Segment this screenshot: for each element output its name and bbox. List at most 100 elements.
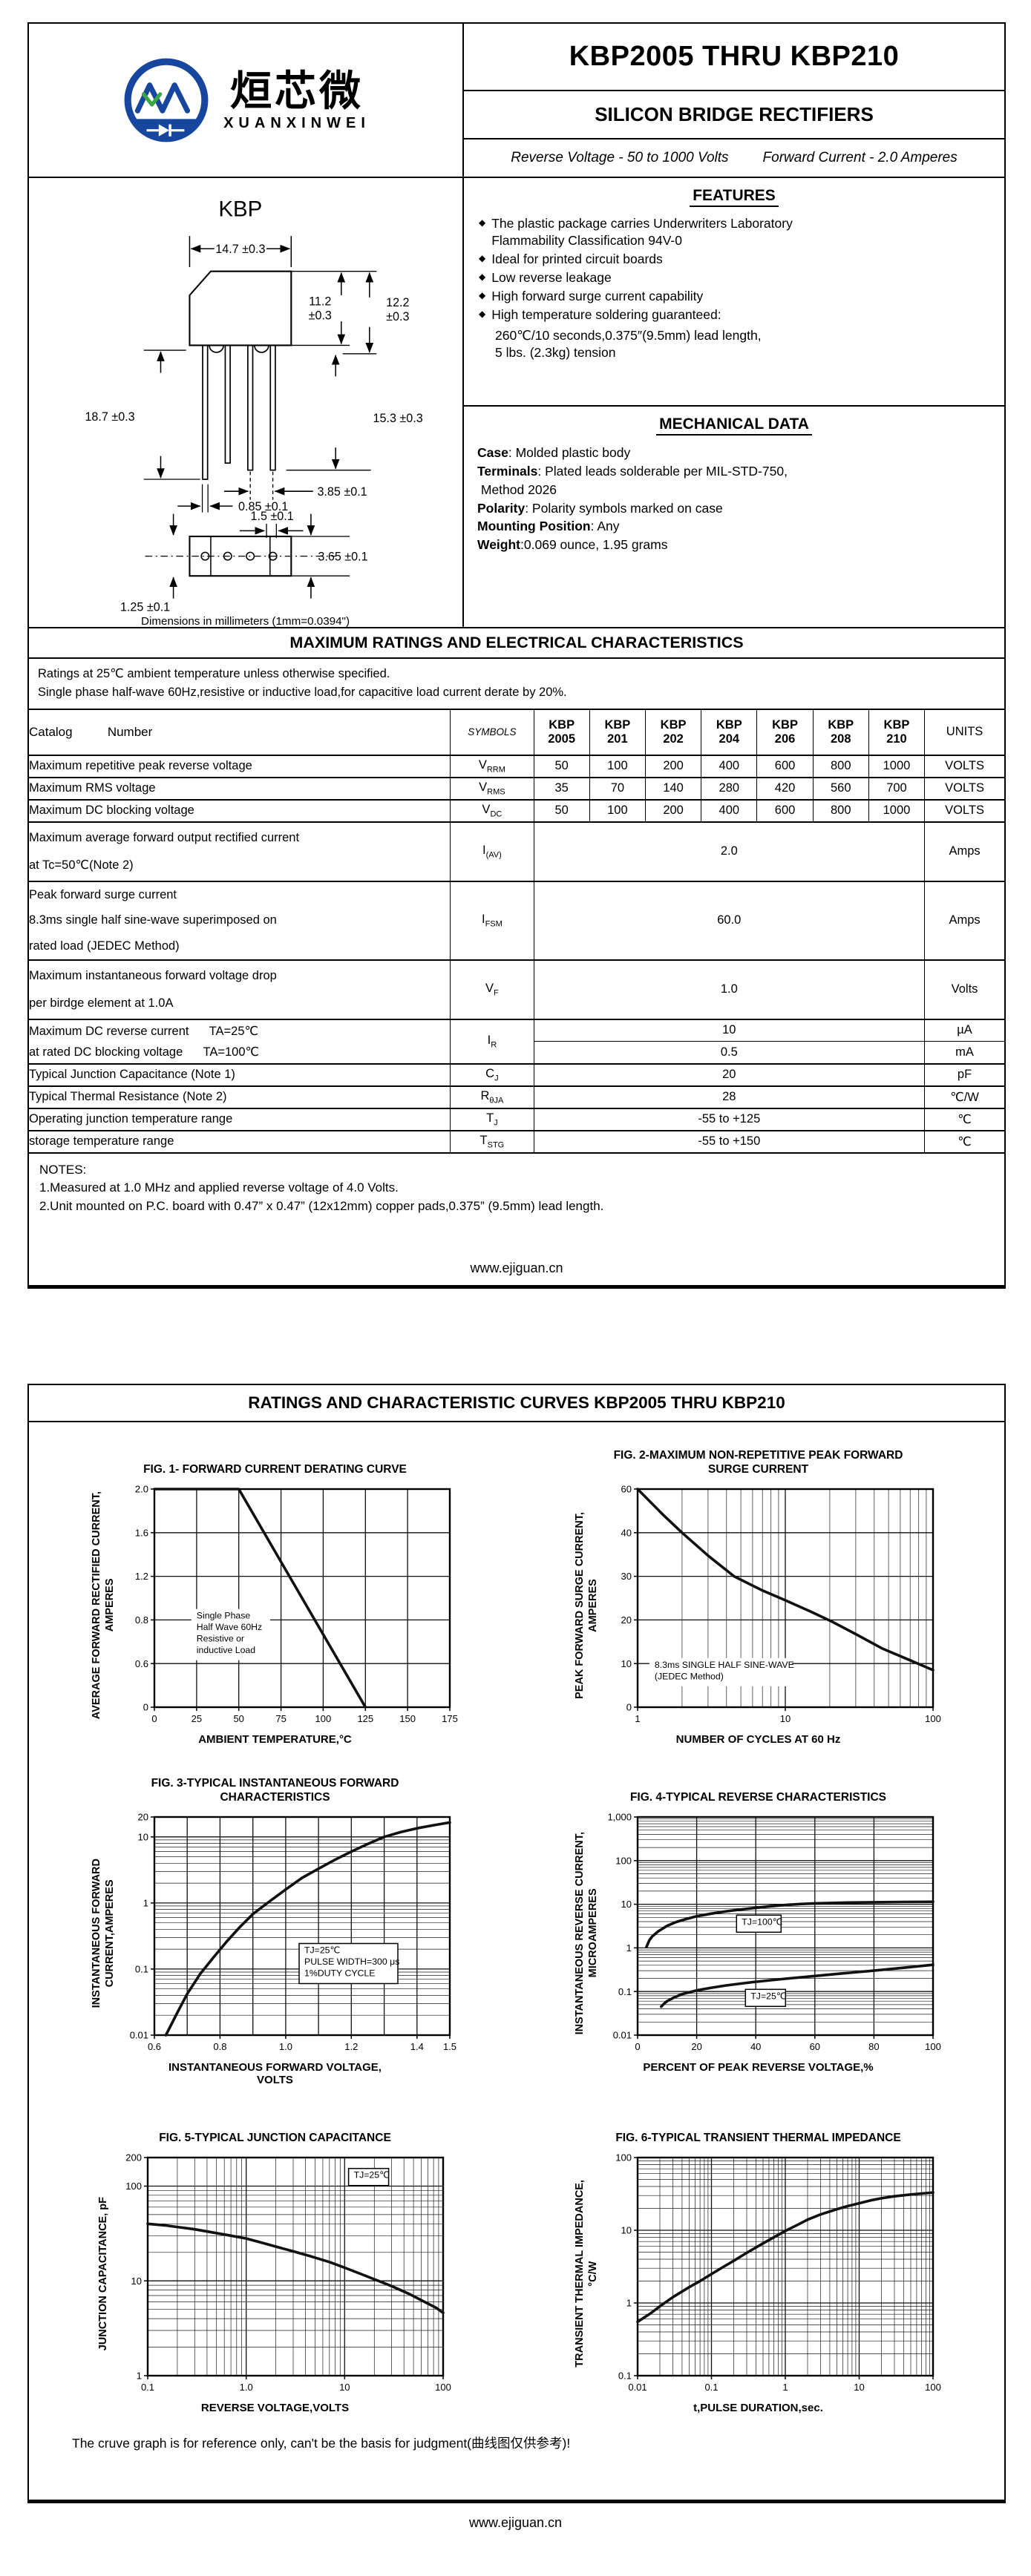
svg-text:10: 10 (779, 1713, 790, 1724)
table-cell: Volts (924, 959, 1004, 1020)
svg-text:100: 100 (925, 2382, 941, 2393)
svg-text:60: 60 (621, 1483, 631, 1494)
page-2: RATINGS AND CHARACTERISTIC CURVES KBP200… (27, 1383, 1006, 2503)
dim-lead-right: 15.3 ±0.3 (373, 412, 423, 425)
svg-text:1.0: 1.0 (239, 2382, 252, 2393)
dim-lead-width: 0.85 ±0.1 (238, 500, 288, 513)
mechanical-row: Polarity: Polarity symbols marked on cas… (477, 500, 723, 516)
svg-text:0: 0 (626, 1701, 631, 1712)
part-column-header: KBP 204 (701, 709, 758, 756)
svg-text:0.01: 0.01 (628, 2382, 647, 2393)
table-cell: TSTG (450, 1129, 534, 1154)
notes: NOTES: 1.Measured at 1.0 MHz and applied … (29, 1154, 1004, 1249)
svg-text:inductive Load: inductive Load (196, 1645, 255, 1655)
table-cell: Typical Junction Capacitance (Note 1) (29, 1062, 451, 1087)
mechanical-title: MECHANICAL DATA (477, 415, 991, 436)
diamond-bullet-icon: ◆ (479, 217, 486, 228)
table-cell: CJ (450, 1062, 534, 1087)
tagline: Reverse Voltage - 50 to 1000 Volts Forwa… (464, 139, 1004, 177)
table-cell: TJ (450, 1107, 534, 1131)
svg-text:1.4: 1.4 (410, 2041, 423, 2052)
svg-text:100: 100 (615, 1855, 632, 1866)
dim-pitch: 3.85 ±0.1 (317, 485, 367, 499)
table-cell: Amps (924, 821, 1004, 882)
note-line: 2.Unit mounted on P.C. board with 0.47” … (39, 1199, 604, 1214)
dim-body-height2: 12.2 (386, 296, 409, 309)
table-cell: ℃ (924, 1107, 1004, 1131)
curve-derating (152, 1487, 367, 1709)
table-cell: IFSM (450, 880, 534, 961)
diamond-bullet-icon: ◆ (479, 309, 486, 320)
svg-text:0: 0 (143, 1701, 148, 1712)
figure-xlabel: t,PULSE DURATION,sec. (693, 2401, 823, 2414)
figure-ylabel: INSTANTANEOUS REVERSE CURRENT, MICROAMPE… (574, 1832, 600, 2035)
datasheet-document: { "page1": { "logo": {"chinese": "烜芯微", … (0, 22, 1031, 2546)
package-caption: Dimensions in millimeters (1mm=0.0394") (141, 615, 350, 627)
figure-xlabel: PERCENT OF PEAK REVERSE VOLTAGE,% (643, 2060, 874, 2074)
svg-text:0.1: 0.1 (135, 1963, 148, 1974)
svg-text:1: 1 (635, 1713, 640, 1724)
table-cell: -55 to +150 (533, 1129, 926, 1154)
table-cell: VDC (450, 798, 534, 823)
figure-xlabel: REVERSE VOLTAGE,VOLTS (200, 2401, 350, 2414)
figure-body: PEAK FORWARD SURGE CURRENT, AMPERES 1 10 1… (573, 1480, 943, 1731)
svg-text:1%DUTY CYCLE: 1%DUTY CYCLE (304, 1968, 375, 1978)
reference-note: The cruve graph is for reference only, c… (72, 2435, 571, 2451)
feature-item: ◆ Ideal for printed circuit boards (477, 251, 991, 268)
feature-item: ◆ High forward surge current capability (477, 288, 991, 305)
mechanical-row: Terminals: Plated leads solderable per M… (477, 463, 788, 479)
table-cell: VRMS (450, 776, 534, 801)
svg-text:0.8: 0.8 (213, 2041, 226, 2052)
table-cell: VF (450, 959, 534, 1020)
footer-url-2: www.ejiguan.cn (468, 2514, 563, 2530)
part-column-header: KBP 208 (812, 709, 869, 756)
figure-body: JUNCTION CAPACITANCE, pF 0.1 1.0 10 100 200 1… (96, 2149, 453, 2399)
svg-text:0: 0 (635, 2041, 640, 2052)
dim-body-height: 11.2 (309, 295, 331, 308)
features-section: FEATURES ◆ The plastic package carries Un… (464, 178, 1004, 407)
curves-title: RATINGS AND CHARACTERISTIC CURVES KBP200… (29, 1385, 1004, 1422)
figure-fig5: FIG. 5-TYPICAL JUNCTION CAPACITANCE JUNC… (33, 2116, 517, 2414)
svg-text:50: 50 (233, 1713, 243, 1724)
table-cell: Catalog Number (29, 709, 451, 756)
svg-text:75: 75 (275, 1713, 286, 1724)
table-row: Maximum average forward output rectified… (29, 821, 1004, 882)
part-column-header: KBP 202 (644, 709, 702, 756)
chart-fig3: 0.6 0.8 1.0 1.2 1.4 1.5 20 10 1 0.1 0.01 TJ=25℃PULS… (129, 1811, 456, 2052)
svg-text:10: 10 (621, 1899, 631, 1910)
logo-text: 烜芯微 XUANXINWEI (223, 68, 370, 133)
svg-text:20: 20 (691, 2041, 701, 2052)
feature-item: ◆ The plastic package carries Underwriter… (477, 215, 991, 249)
chart-fig5: 0.1 1.0 10 100 200 100 10 1 TJ=25℃ (125, 2152, 451, 2393)
table-cell: Typical Thermal Resistance (Note 2) (29, 1085, 451, 1109)
svg-text:20: 20 (621, 1614, 631, 1626)
dim-top-width: 14.7 ±0.3 (215, 243, 265, 256)
figure-title: FIG. 4-TYPICAL REVERSE CHARACTERISTICS (629, 1791, 887, 1804)
table-cell: Maximum repetitive peak reverse voltage (29, 754, 451, 778)
mechanical-row: Mounting Position: Any (477, 519, 620, 534)
svg-text:10: 10 (339, 2382, 350, 2393)
svg-text:1: 1 (626, 1942, 631, 1954)
table-cell: 1.0 (533, 959, 926, 1020)
table-cell: RθJA (450, 1085, 534, 1109)
curve-surge (635, 1487, 935, 1672)
svg-text:0.1: 0.1 (141, 2382, 154, 2393)
table-cell: 100 (589, 754, 646, 778)
svg-text:0.01: 0.01 (129, 2029, 148, 2040)
curve-zth (635, 2191, 935, 2323)
svg-text:1: 1 (136, 2370, 141, 2381)
table-cell: 800 (812, 754, 869, 778)
svg-text:(JEDEC Method): (JEDEC Method) (655, 1671, 724, 1681)
subtitle: SILICON BRIDGE RECTIFIERS (464, 91, 1004, 140)
table-cell: 200 (644, 754, 702, 778)
svg-text:20: 20 (137, 1811, 148, 1822)
svg-text:10: 10 (137, 1831, 148, 1842)
svg-text:0.8: 0.8 (135, 1614, 148, 1626)
figures-grid: FIG. 1- FORWARD CURRENT DERATING CURVE A… (29, 1422, 1004, 2414)
figure-body: INSTANTANEOUS REVERSE CURRENT, MICROAMPE… (573, 1808, 943, 2059)
condition-line: Ratings at 25℃ ambient temperature unles… (38, 666, 390, 680)
svg-text:0.1: 0.1 (704, 2382, 718, 2393)
table-cell: VOLTS (924, 776, 1004, 801)
svg-text:±0.3: ±0.3 (309, 309, 332, 322)
tagline-current: Forward Current - 2.0 Amperes (762, 150, 958, 166)
